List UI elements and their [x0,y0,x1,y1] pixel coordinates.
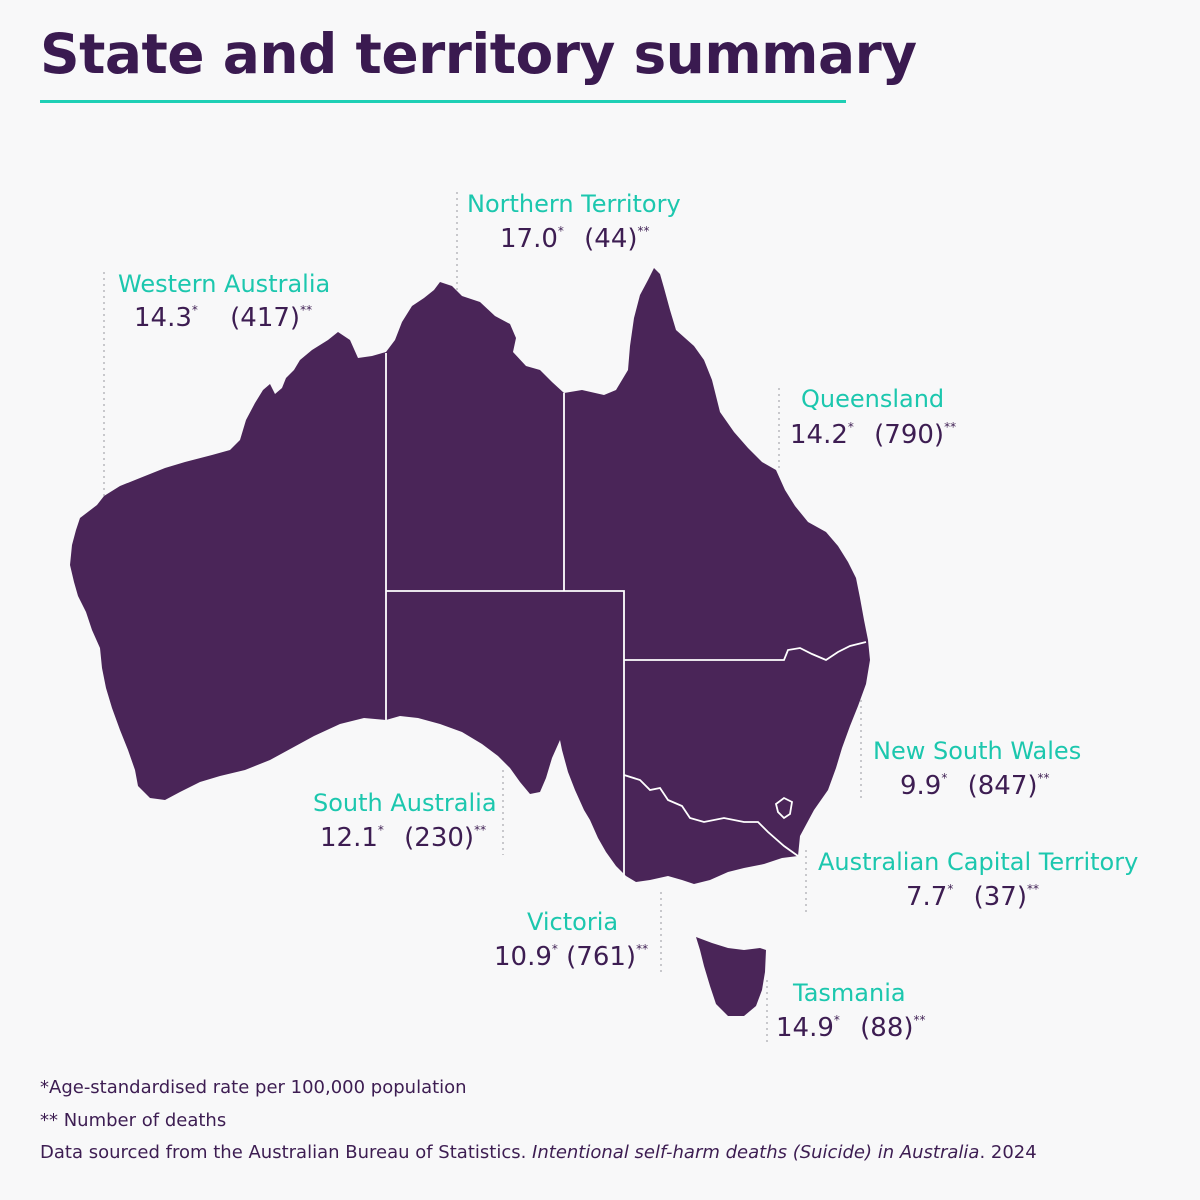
rate-marker: * [833,1013,840,1027]
tasmania-shape [696,937,766,1016]
label-qld-value: 14.2* (790)** [790,420,956,450]
wa-deaths: (417) [230,303,301,333]
label-sa-value: 12.1* (230)** [320,823,486,853]
vic-rate: 10.9 [494,942,552,972]
label-wa-value: 14.3* (417)** [134,303,312,333]
label-vic-value: 10.9* (761)** [494,942,648,972]
act-deaths: (37) [973,882,1027,912]
nt-deaths: (44) [584,224,638,254]
border-act [774,796,793,820]
footnote-rate: *Age-standardised rate per 100,000 popul… [40,1077,467,1098]
label-tas-name: Tasmania [793,979,906,1007]
nsw-rate: 9.9 [900,771,942,801]
border-nsw-vic [623,774,799,857]
tas-deaths: (88) [860,1013,914,1043]
rate-marker: * [551,942,558,956]
page-title: State and territory summary [40,22,917,86]
qld-rate: 14.2 [790,420,848,450]
rate-marker: * [191,303,198,317]
count-marker: ** [637,224,650,238]
label-nsw-value: 9.9* (847)** [900,771,1050,801]
source-prefix: Data sourced from the Australian Bureau … [40,1142,533,1163]
act-rate: 7.7 [906,882,948,912]
label-tas-value: 14.9* (88)** [776,1013,926,1043]
label-nsw-name: New South Wales [873,737,1082,765]
count-marker: ** [636,942,649,956]
count-marker: ** [913,1013,926,1027]
rate-marker: * [947,882,954,896]
count-marker: ** [300,303,313,317]
rate-marker: * [847,420,854,434]
label-nt-value: 17.0* (44)** [500,224,650,254]
source-suffix: . 2024 [979,1142,1037,1163]
leader-lines [103,192,862,1042]
label-vic-name: Victoria [527,908,619,936]
label-qld-name: Queensland [801,385,945,413]
border-sa [386,590,625,880]
count-marker: ** [944,420,957,434]
sa-deaths: (230) [404,823,475,853]
label-act-name: Australian Capital Territory [818,848,1139,876]
tas-rate: 14.9 [776,1013,834,1043]
state-borders [385,353,867,880]
mainland-shape [70,268,870,884]
count-marker: ** [474,823,487,837]
footnote-source: Data sourced from the Australian Bureau … [40,1142,1037,1163]
label-wa-name: Western Australia [118,270,331,298]
count-marker: ** [1037,771,1050,785]
border-qld-nsw [624,641,867,662]
nt-rate: 17.0 [500,224,558,254]
footnote-deaths: ** Number of deaths [40,1110,227,1131]
rate-marker: * [941,771,948,785]
qld-deaths: (790) [874,420,945,450]
rate-marker: * [557,224,564,238]
nsw-deaths: (847) [967,771,1038,801]
title-underline [40,100,846,103]
vic-deaths: (761) [566,942,637,972]
label-nt-name: Northern Territory [467,190,681,218]
label-act-value: 7.7* (37)** [906,882,1039,912]
rate-marker: * [377,823,384,837]
label-sa-name: South Australia [313,789,497,817]
source-title: Intentional self-harm deaths (Suicide) i… [532,1142,980,1163]
count-marker: ** [1027,882,1039,896]
sa-rate: 12.1 [320,823,378,853]
wa-rate: 14.3 [134,303,192,333]
